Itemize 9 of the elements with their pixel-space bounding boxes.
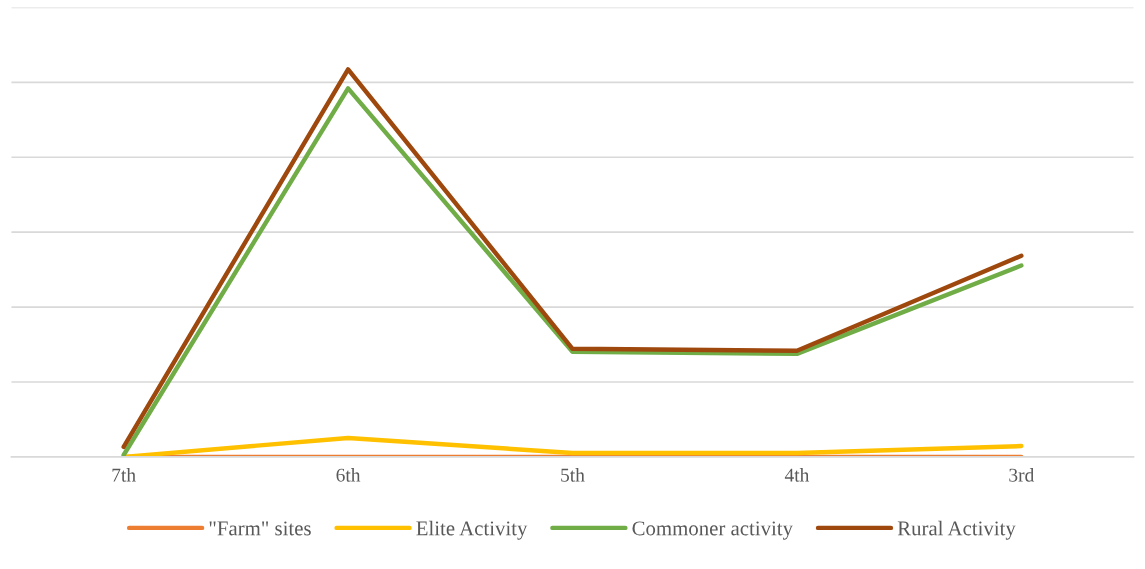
x-tick-label: 6th bbox=[336, 468, 361, 482]
x-tick-label: 3rd bbox=[1009, 468, 1035, 482]
legend-label: "Farm" sites bbox=[209, 521, 311, 536]
legend-label: Commoner activity bbox=[632, 521, 793, 540]
x-tick-label: 7th bbox=[112, 468, 136, 482]
legend-label: Rural Activity bbox=[897, 520, 1016, 540]
legend-label: Elite Activity bbox=[416, 520, 528, 540]
x-tick-label: 4th bbox=[784, 468, 810, 482]
x-tick-label: 5th bbox=[561, 468, 585, 482]
